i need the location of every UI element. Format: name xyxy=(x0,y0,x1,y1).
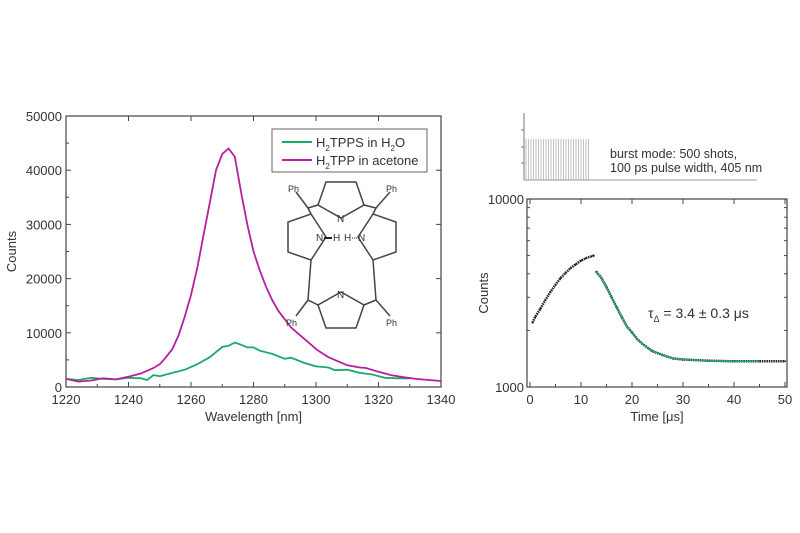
data-point xyxy=(592,254,595,257)
phenyl-label: Ph xyxy=(286,318,297,328)
phenyl-label: Ph xyxy=(288,184,299,194)
y-axis-label: Counts xyxy=(476,272,491,314)
nitrogen-label: N xyxy=(358,233,365,244)
x-tick-label: 30 xyxy=(676,392,690,407)
lifetime-annotation: τΔ = 3.4 ± 0.3 μs xyxy=(648,305,749,324)
data-point xyxy=(564,271,567,274)
hydrogen-label: H xyxy=(333,233,340,244)
x-tick-label: 1340 xyxy=(427,392,456,407)
x-tick-label: 1220 xyxy=(52,392,81,407)
data-point xyxy=(544,299,547,302)
x-tick-label: 50 xyxy=(778,392,792,407)
legend-subscript: 2 xyxy=(325,144,330,153)
burst-panel: burst mode: 500 shots,100 ps pulse width… xyxy=(521,113,762,181)
y-tick-label: 40000 xyxy=(26,163,62,178)
data-point xyxy=(559,277,562,280)
phenyl-bonds xyxy=(295,191,391,317)
x-axis-label: Wavelength [nm] xyxy=(205,409,302,424)
x-tick-label: 0 xyxy=(526,392,533,407)
legend-text: TPPS in H xyxy=(330,135,391,150)
burst-text-line2: 100 ps pulse width, 405 nm xyxy=(610,161,762,175)
pyrrole-bottom xyxy=(317,291,365,329)
legend-subscript: 2 xyxy=(325,162,330,171)
legend-text: H xyxy=(316,153,325,168)
data-point xyxy=(580,259,582,262)
data-point xyxy=(539,307,542,310)
data-point xyxy=(549,291,552,294)
series-line-0 xyxy=(65,341,410,381)
nitrogen-label: N xyxy=(337,214,344,225)
plot-frame xyxy=(526,198,788,388)
legend-text: O xyxy=(395,135,405,150)
data-point xyxy=(531,321,534,324)
data-point xyxy=(574,263,577,266)
x-tick-label: 1240 xyxy=(114,392,143,407)
pyrrole-left xyxy=(287,213,327,261)
lifetime-value: = 3.4 ± 0.3 μs xyxy=(660,305,749,321)
legend-box xyxy=(271,128,428,173)
pyrrole-top xyxy=(317,181,365,219)
y-tick-label: 0 xyxy=(55,380,62,395)
data-point xyxy=(569,266,572,269)
legend-label-1: H2TPP in acetone xyxy=(316,153,419,171)
data-point xyxy=(554,283,557,286)
y-tick-label: 10000 xyxy=(488,192,524,207)
x-axis-label: Time [μs] xyxy=(630,409,683,424)
pyrrole-right xyxy=(357,213,397,261)
spectrum-chart: 1220 1240 1260 1280 1300 1320 1340 0 10000 20000 3… xyxy=(4,109,455,424)
nitrogen-label: N xyxy=(337,290,344,301)
tau-subscript: Δ xyxy=(654,314,660,324)
burst-text-line1: burst mode: 500 shots, xyxy=(610,147,737,161)
x-tick-label: 1260 xyxy=(177,392,206,407)
x-tick-label: 1280 xyxy=(239,392,268,407)
y-tick-label: 1000 xyxy=(495,380,524,395)
data-point xyxy=(534,316,537,319)
nitrogen-label: N xyxy=(316,233,323,244)
hydrogen-label: H xyxy=(344,233,351,244)
y-axis-label: Counts xyxy=(4,230,19,272)
legend-subscript: 2 xyxy=(391,144,396,153)
data-point xyxy=(585,257,588,260)
y-tick-label: 20000 xyxy=(26,272,62,287)
legend-text: H xyxy=(316,135,325,150)
x-tick-label: 1320 xyxy=(364,392,393,407)
phenyl-label: Ph xyxy=(386,184,397,194)
legend-text: TPP in acetone xyxy=(330,153,419,168)
x-tick-label: 10 xyxy=(574,392,588,407)
y-tick-label: 10000 xyxy=(26,326,62,341)
y-tick-label: 50000 xyxy=(26,109,62,124)
fit-line xyxy=(595,271,760,362)
phenyl-label: Ph xyxy=(386,318,397,328)
decay-chart: 0 10 20 30 40 50 1000 10000 Time [μs] Counts τΔ = … xyxy=(476,113,792,424)
y-tick-label: 30000 xyxy=(26,217,62,232)
x-tick-label: 1300 xyxy=(302,392,331,407)
tau-symbol: τ xyxy=(648,305,654,321)
data-point xyxy=(784,360,786,363)
series-line-1 xyxy=(65,147,442,383)
x-tick-label: 20 xyxy=(625,392,639,407)
x-tick-label: 40 xyxy=(727,392,741,407)
data-trace-rise xyxy=(531,254,595,324)
data-point xyxy=(590,255,593,258)
legend-label-0: H2TPPS in H2O xyxy=(316,135,405,153)
